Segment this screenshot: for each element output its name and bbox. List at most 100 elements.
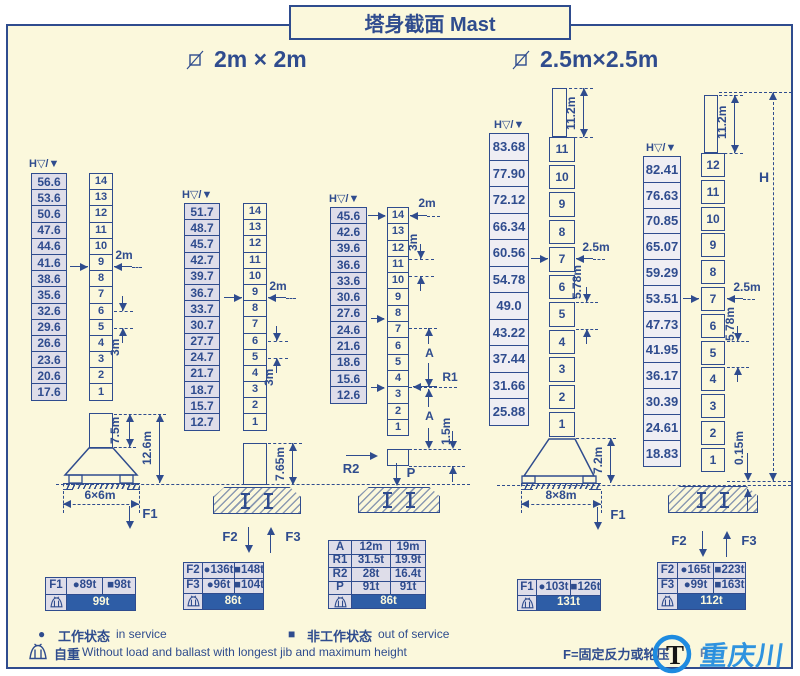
dim-line — [159, 414, 160, 483]
h-value-cell: 33.7 — [184, 300, 220, 318]
arrowhead-icon — [425, 328, 433, 336]
dim-label: R2 — [342, 461, 360, 476]
value-cell: ■104t — [234, 577, 264, 595]
extension-line — [268, 341, 288, 342]
section-cell: 6 — [701, 313, 725, 338]
arrowhead-icon — [377, 384, 385, 392]
table-row: F3 ●99t ■163t — [657, 577, 746, 595]
h-value-cell: 77.90 — [489, 159, 529, 187]
table-row: F1 ●89t ■98t — [45, 577, 136, 595]
dim-line — [610, 438, 611, 483]
dim-label: R1 — [442, 370, 458, 384]
crane-weight-icon — [183, 593, 203, 610]
arrowhead-icon — [580, 129, 588, 137]
anchor-mark — [241, 492, 250, 509]
value-cell: 91t — [351, 580, 391, 596]
section-cell: 4 — [701, 367, 725, 392]
dim-label: 11.2m — [564, 96, 578, 130]
section-cell: 9 — [701, 233, 725, 258]
value-cell: ■163t — [713, 577, 746, 595]
dim-line — [428, 428, 429, 447]
dim-label: 2m — [418, 196, 436, 210]
extension-line — [727, 481, 791, 482]
dim-label: 0.15m — [732, 430, 746, 466]
arrowhead-icon — [727, 295, 735, 303]
h-value-cell: 49.0 — [489, 292, 529, 320]
table-row: R1 31.5t 19.9t — [328, 553, 426, 569]
value-cell: ■148t — [234, 562, 264, 579]
section-cell: 6 — [549, 274, 575, 299]
section-cell: 12 — [701, 153, 725, 177]
dim-label: 12.6m — [140, 430, 154, 466]
h-value-cell: 72.12 — [489, 186, 529, 214]
section-cell: 2 — [701, 420, 725, 445]
watermark-logo — [652, 634, 692, 674]
arrowhead-icon — [119, 328, 127, 336]
extension-line — [409, 387, 457, 388]
h-value-cell: 25.88 — [489, 398, 529, 426]
arrowhead-icon — [734, 367, 742, 375]
value-cell: 31.5t — [351, 553, 391, 569]
arrowhead-icon — [449, 466, 457, 474]
extension-line — [114, 414, 166, 415]
extension-line — [719, 153, 743, 154]
dim-line — [292, 443, 293, 485]
dim-line — [224, 297, 242, 298]
arrowhead-icon — [114, 263, 122, 271]
value-cell: 19m — [390, 540, 426, 555]
arrowhead-icon — [377, 315, 385, 323]
value-cell: 12m — [351, 540, 391, 555]
page-title: 塔身截面 Mast — [289, 5, 571, 40]
dim-label: H — [756, 170, 772, 185]
arrowhead-icon — [126, 439, 134, 447]
arrowhead-icon — [273, 358, 281, 366]
dim-line — [428, 389, 429, 407]
total-weight-cell: 86t — [202, 593, 264, 610]
h-value-cell: 18.83 — [643, 439, 681, 467]
dim-line — [396, 463, 397, 484]
arrowhead-icon — [576, 255, 584, 263]
h-value-cell: 56.6 — [31, 173, 67, 191]
arrowhead-icon — [80, 263, 88, 271]
dim-label: 2.5m — [582, 240, 610, 254]
extension-line — [497, 485, 791, 486]
h-value-cell: 38.6 — [31, 270, 67, 288]
row-label-cell: F1 — [517, 579, 537, 596]
anchor-mark — [383, 492, 392, 508]
value-cell: ●103t — [536, 579, 571, 596]
dim-line — [583, 88, 584, 137]
footer-note: F=固定反力或轮压 — [563, 647, 670, 662]
section-cell: 1 — [243, 413, 267, 431]
dim-line — [452, 466, 453, 482]
section-cell: 1 — [89, 383, 113, 401]
tower2-h-header: H▽/▼ — [182, 189, 213, 201]
crane-weight-icon — [328, 594, 352, 609]
dim-label: F2 — [222, 529, 238, 544]
load-table-f2f3-25m: F2 ●165t ■223t F3 ●99t ■163t 112t — [657, 562, 746, 610]
arrowhead-icon — [744, 489, 752, 497]
tower5-top-section — [704, 95, 718, 153]
row-label-cell: F2 — [183, 562, 203, 579]
extension-line — [719, 92, 792, 93]
total-weight-cell: 131t — [536, 594, 601, 611]
tower1-h-table: 56.6 53.6 50.6 47.6 44.6 41.6 38.6 35.6 32.6 29.6… — [31, 173, 67, 401]
arrowhead-icon — [289, 477, 297, 485]
arrowhead-icon — [273, 333, 281, 341]
arrowhead-icon — [580, 88, 588, 96]
h-value-cell: 45.7 — [184, 235, 220, 253]
section-cell: 3 — [549, 357, 575, 382]
h-value-cell: 37.44 — [489, 345, 529, 373]
dim-line — [734, 95, 735, 153]
tower2-foundation — [213, 487, 301, 514]
arrowhead-icon — [410, 212, 418, 220]
table-row: F2 ●136t ■148t — [183, 562, 264, 579]
arrowhead-icon — [691, 295, 699, 303]
dim-label: 7.2m — [591, 446, 605, 474]
dim-label: 3m — [262, 368, 276, 386]
arrowhead-icon — [63, 500, 71, 508]
dim-label: 2m — [269, 279, 287, 293]
in-service-dot: ● — [38, 627, 46, 641]
row-label-cell: F3 — [183, 577, 203, 595]
table-row: A 12m 19m — [328, 540, 426, 555]
dim-label: F3 — [741, 533, 757, 548]
